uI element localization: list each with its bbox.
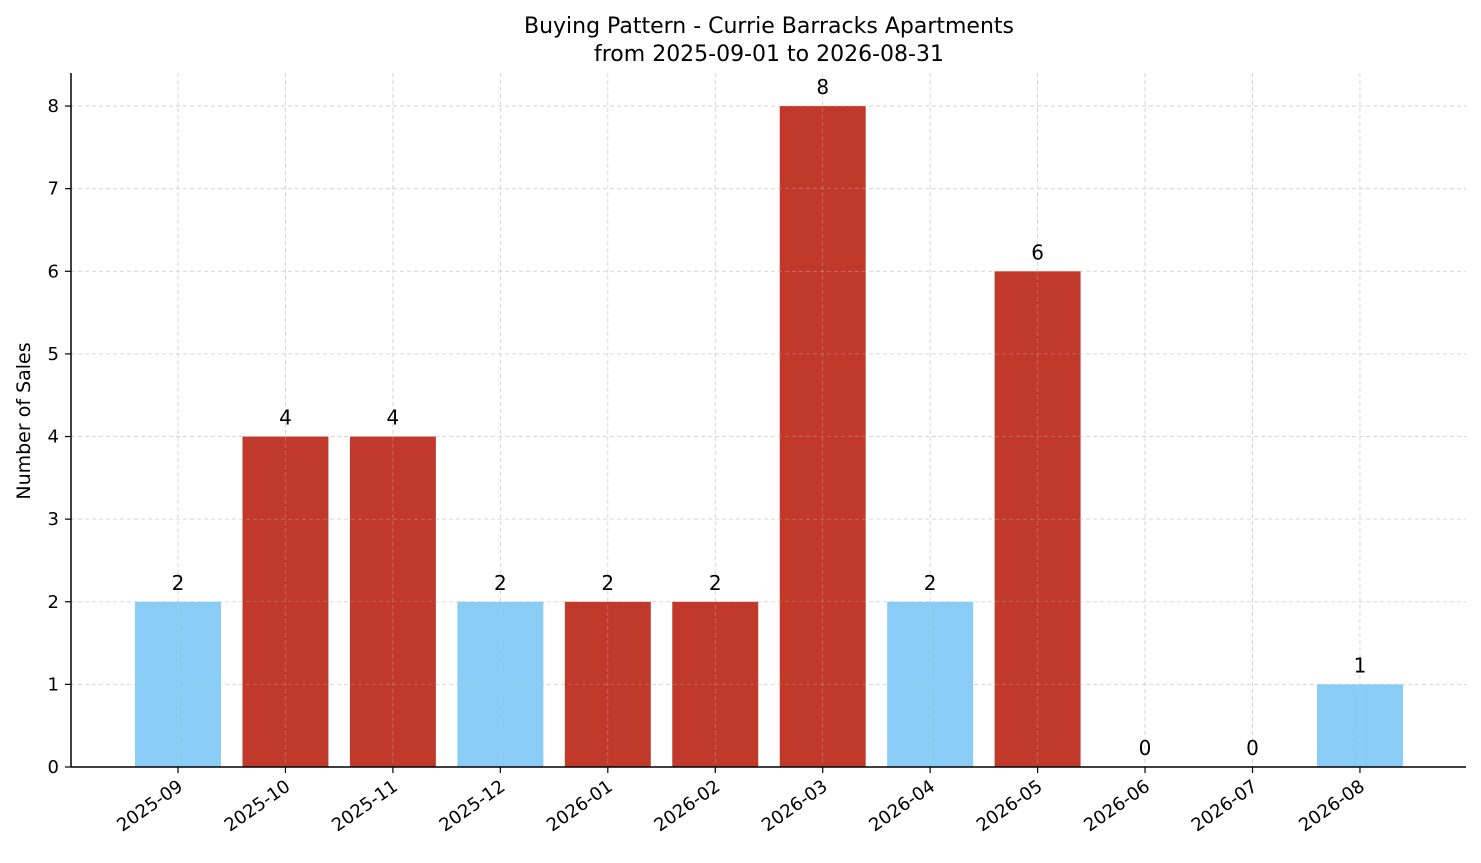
y-tick-label: 4 [48,427,59,448]
data-label: 2 [709,571,722,595]
chart-title: Buying Pattern - Currie Barracks Apartme… [524,14,1014,39]
data-label: 1 [1354,653,1367,677]
x-tick-label: 2026-06 [1080,776,1154,836]
y-ticks: 0 1 2 3 4 5 6 7 8 [48,96,71,778]
bars [71,73,1466,768]
data-label: 8 [816,75,829,99]
x-tick-label: 2026-05 [973,776,1047,836]
y-tick-label: 6 [48,261,59,282]
x-tick-label: 2026-03 [758,776,832,836]
y-tick-label: 1 [48,674,59,695]
y-axis-label: Number of Sales [13,342,35,499]
y-tick-label: 3 [48,509,59,530]
data-label: 2 [494,571,507,595]
chart-subtitle: from 2025-09-01 to 2026-08-31 [594,42,944,67]
y-tick-label: 5 [48,344,59,365]
y-tick-label: 7 [48,179,59,200]
x-tick-label: 2025-11 [328,776,402,836]
data-label: 0 [1246,736,1259,760]
x-tick-label: 2026-07 [1188,776,1262,836]
x-tick-label: 2026-01 [543,776,617,836]
data-label: 4 [279,406,292,430]
x-tick-label: 2026-04 [865,776,939,836]
x-tick-label: 2026-02 [650,776,724,836]
data-label: 0 [1139,736,1152,760]
data-label: 2 [924,571,937,595]
data-label: 2 [172,571,185,595]
y-tick-label: 2 [48,592,59,613]
y-tick-label: 8 [48,96,59,117]
data-label: 4 [387,406,400,430]
x-ticks: 2025-09 2025-10 2025-11 2025-12 2026-01 2026-… [113,767,1369,836]
y-tick-label: 0 [48,757,59,778]
data-label: 6 [1031,240,1044,264]
data-label: 2 [601,571,614,595]
x-tick-label: 2025-12 [436,776,510,836]
x-tick-label: 2025-10 [221,776,295,836]
data-labels: 2 4 4 2 2 2 8 2 6 0 0 1 [172,75,1367,760]
x-tick-label: 2026-08 [1295,776,1369,836]
x-tick-label: 2025-09 [113,776,187,836]
